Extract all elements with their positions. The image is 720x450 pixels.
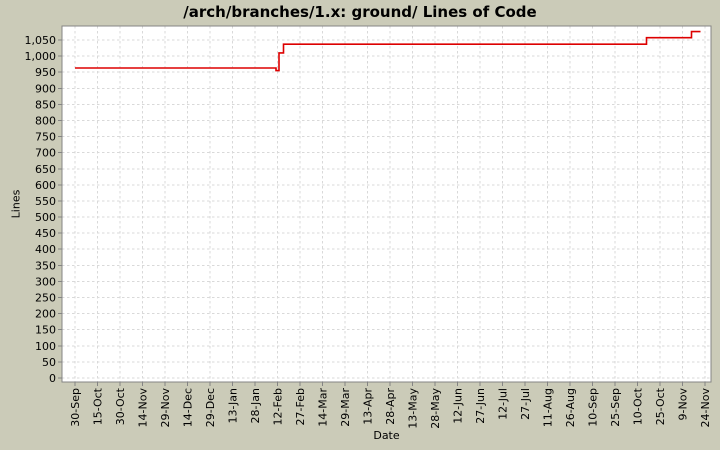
x-tick-label: 25-Oct [654,387,667,425]
x-tick-label: 14-Nov [137,388,150,428]
y-tick-label: 400 [35,243,56,256]
y-tick-label: 500 [35,211,56,224]
y-tick-label: 700 [35,147,56,160]
x-tick-label: 30-Sep [69,388,82,427]
loc-line [75,30,701,72]
x-tick-label: 29-Nov [159,388,172,428]
y-tick-label: 850 [35,98,56,111]
x-tick-label: 13-Jan [227,388,240,424]
x-tick-label: 14-Mar [317,388,330,427]
x-tick-label: 30-Oct [114,387,127,425]
y-tick-label: 450 [35,227,56,240]
x-tick-label: 27-Feb [294,388,307,425]
y-tick-label: 550 [35,195,56,208]
y-tick-label: 200 [35,308,56,321]
x-tick-label: 26-Aug [564,388,577,427]
plot-background [62,26,711,382]
x-axis-title: Date [373,429,400,442]
x-tick-label: 12-Jun [452,388,465,424]
x-tick-label: 29-Mar [339,388,352,427]
plot-border [61,25,712,383]
x-tick-label: 12-Feb [272,388,285,425]
x-tick-label: 28-Jan [249,388,262,424]
x-tick-label: 15-Oct [92,387,105,425]
y-tick-label: 800 [35,114,56,127]
x-tick-label: 25-Sep [609,388,622,427]
x-tick-label: 14-Dec [182,388,195,427]
chart-title: /arch/branches/1.x: ground/ Lines of Cod… [183,3,537,21]
y-tick-label: 900 [35,82,56,95]
y-tick-label: 1,000 [25,50,57,63]
x-tick-label: 10-Sep [587,388,600,427]
x-tick-label: 27-Jun [474,388,487,424]
x-tick-label: 9-Nov [677,388,690,421]
x-tick-label: 27-Jul [519,388,532,420]
y-tick-label: 600 [35,179,56,192]
x-tick-label: 10-Oct [632,387,645,425]
y-tick-label: 50 [42,356,56,369]
y-tick-label: 300 [35,275,56,288]
y-tick-label: 950 [35,66,56,79]
y-tick-label: 350 [35,259,56,272]
y-tick-label: 650 [35,163,56,176]
x-tick-label: 11-Aug [542,388,555,427]
y-tick-label: 250 [35,292,56,305]
y-tick-label: 0 [49,372,56,385]
x-tick-label: 13-May [407,388,420,429]
x-tick-label: 28-Apr [384,388,397,425]
x-tick-label: 24-Nov [699,388,712,428]
x-tick-label: 28-May [429,388,442,429]
y-tick-label: 100 [35,340,56,353]
x-tick-label: 13-Apr [362,388,375,425]
y-tick-label: 150 [35,324,56,337]
y-tick-label: 750 [35,131,56,144]
x-tick-label: 12-Jul [497,388,510,420]
x-tick-label: 29-Dec [204,388,217,427]
y-tick-label: 1,050 [25,34,57,47]
